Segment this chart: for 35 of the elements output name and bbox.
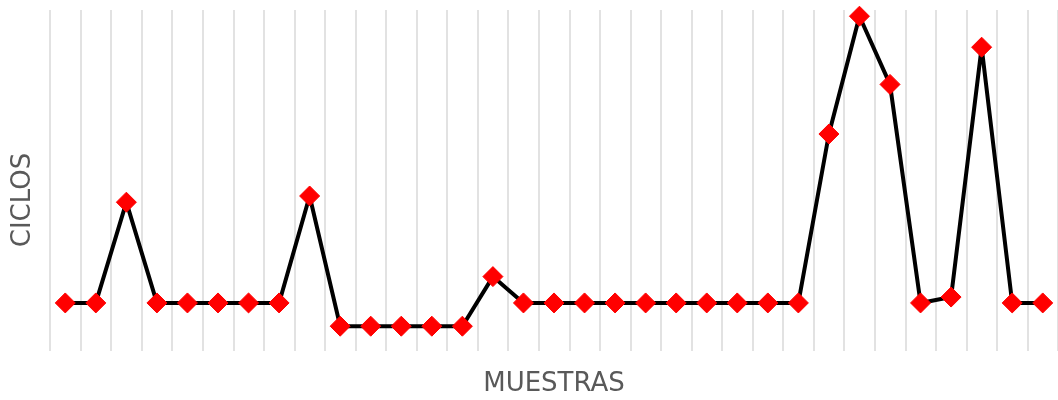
point — [421, 315, 443, 337]
point — [329, 315, 351, 337]
point — [543, 292, 565, 314]
point — [848, 5, 870, 27]
point — [818, 123, 840, 145]
point — [85, 292, 107, 314]
point — [451, 315, 473, 337]
point — [115, 191, 137, 213]
point — [696, 292, 718, 314]
point — [940, 286, 962, 308]
point — [512, 292, 534, 314]
point — [604, 292, 626, 314]
point — [1032, 292, 1054, 314]
point — [1001, 292, 1023, 314]
point — [299, 185, 321, 207]
point — [726, 292, 748, 314]
point — [268, 292, 290, 314]
point — [757, 292, 779, 314]
point — [787, 292, 809, 314]
point — [635, 292, 657, 314]
point — [574, 292, 596, 314]
point — [390, 315, 412, 337]
point — [879, 73, 901, 95]
point — [207, 292, 229, 314]
point — [971, 36, 993, 58]
point — [54, 292, 76, 314]
point — [238, 292, 260, 314]
point — [482, 266, 504, 288]
point — [665, 292, 687, 314]
y-axis-title: CICLOS — [6, 152, 36, 248]
point — [146, 292, 168, 314]
x-axis-title: MUESTRAS — [483, 367, 625, 397]
point — [176, 292, 198, 314]
point — [360, 315, 382, 337]
point — [910, 292, 932, 314]
